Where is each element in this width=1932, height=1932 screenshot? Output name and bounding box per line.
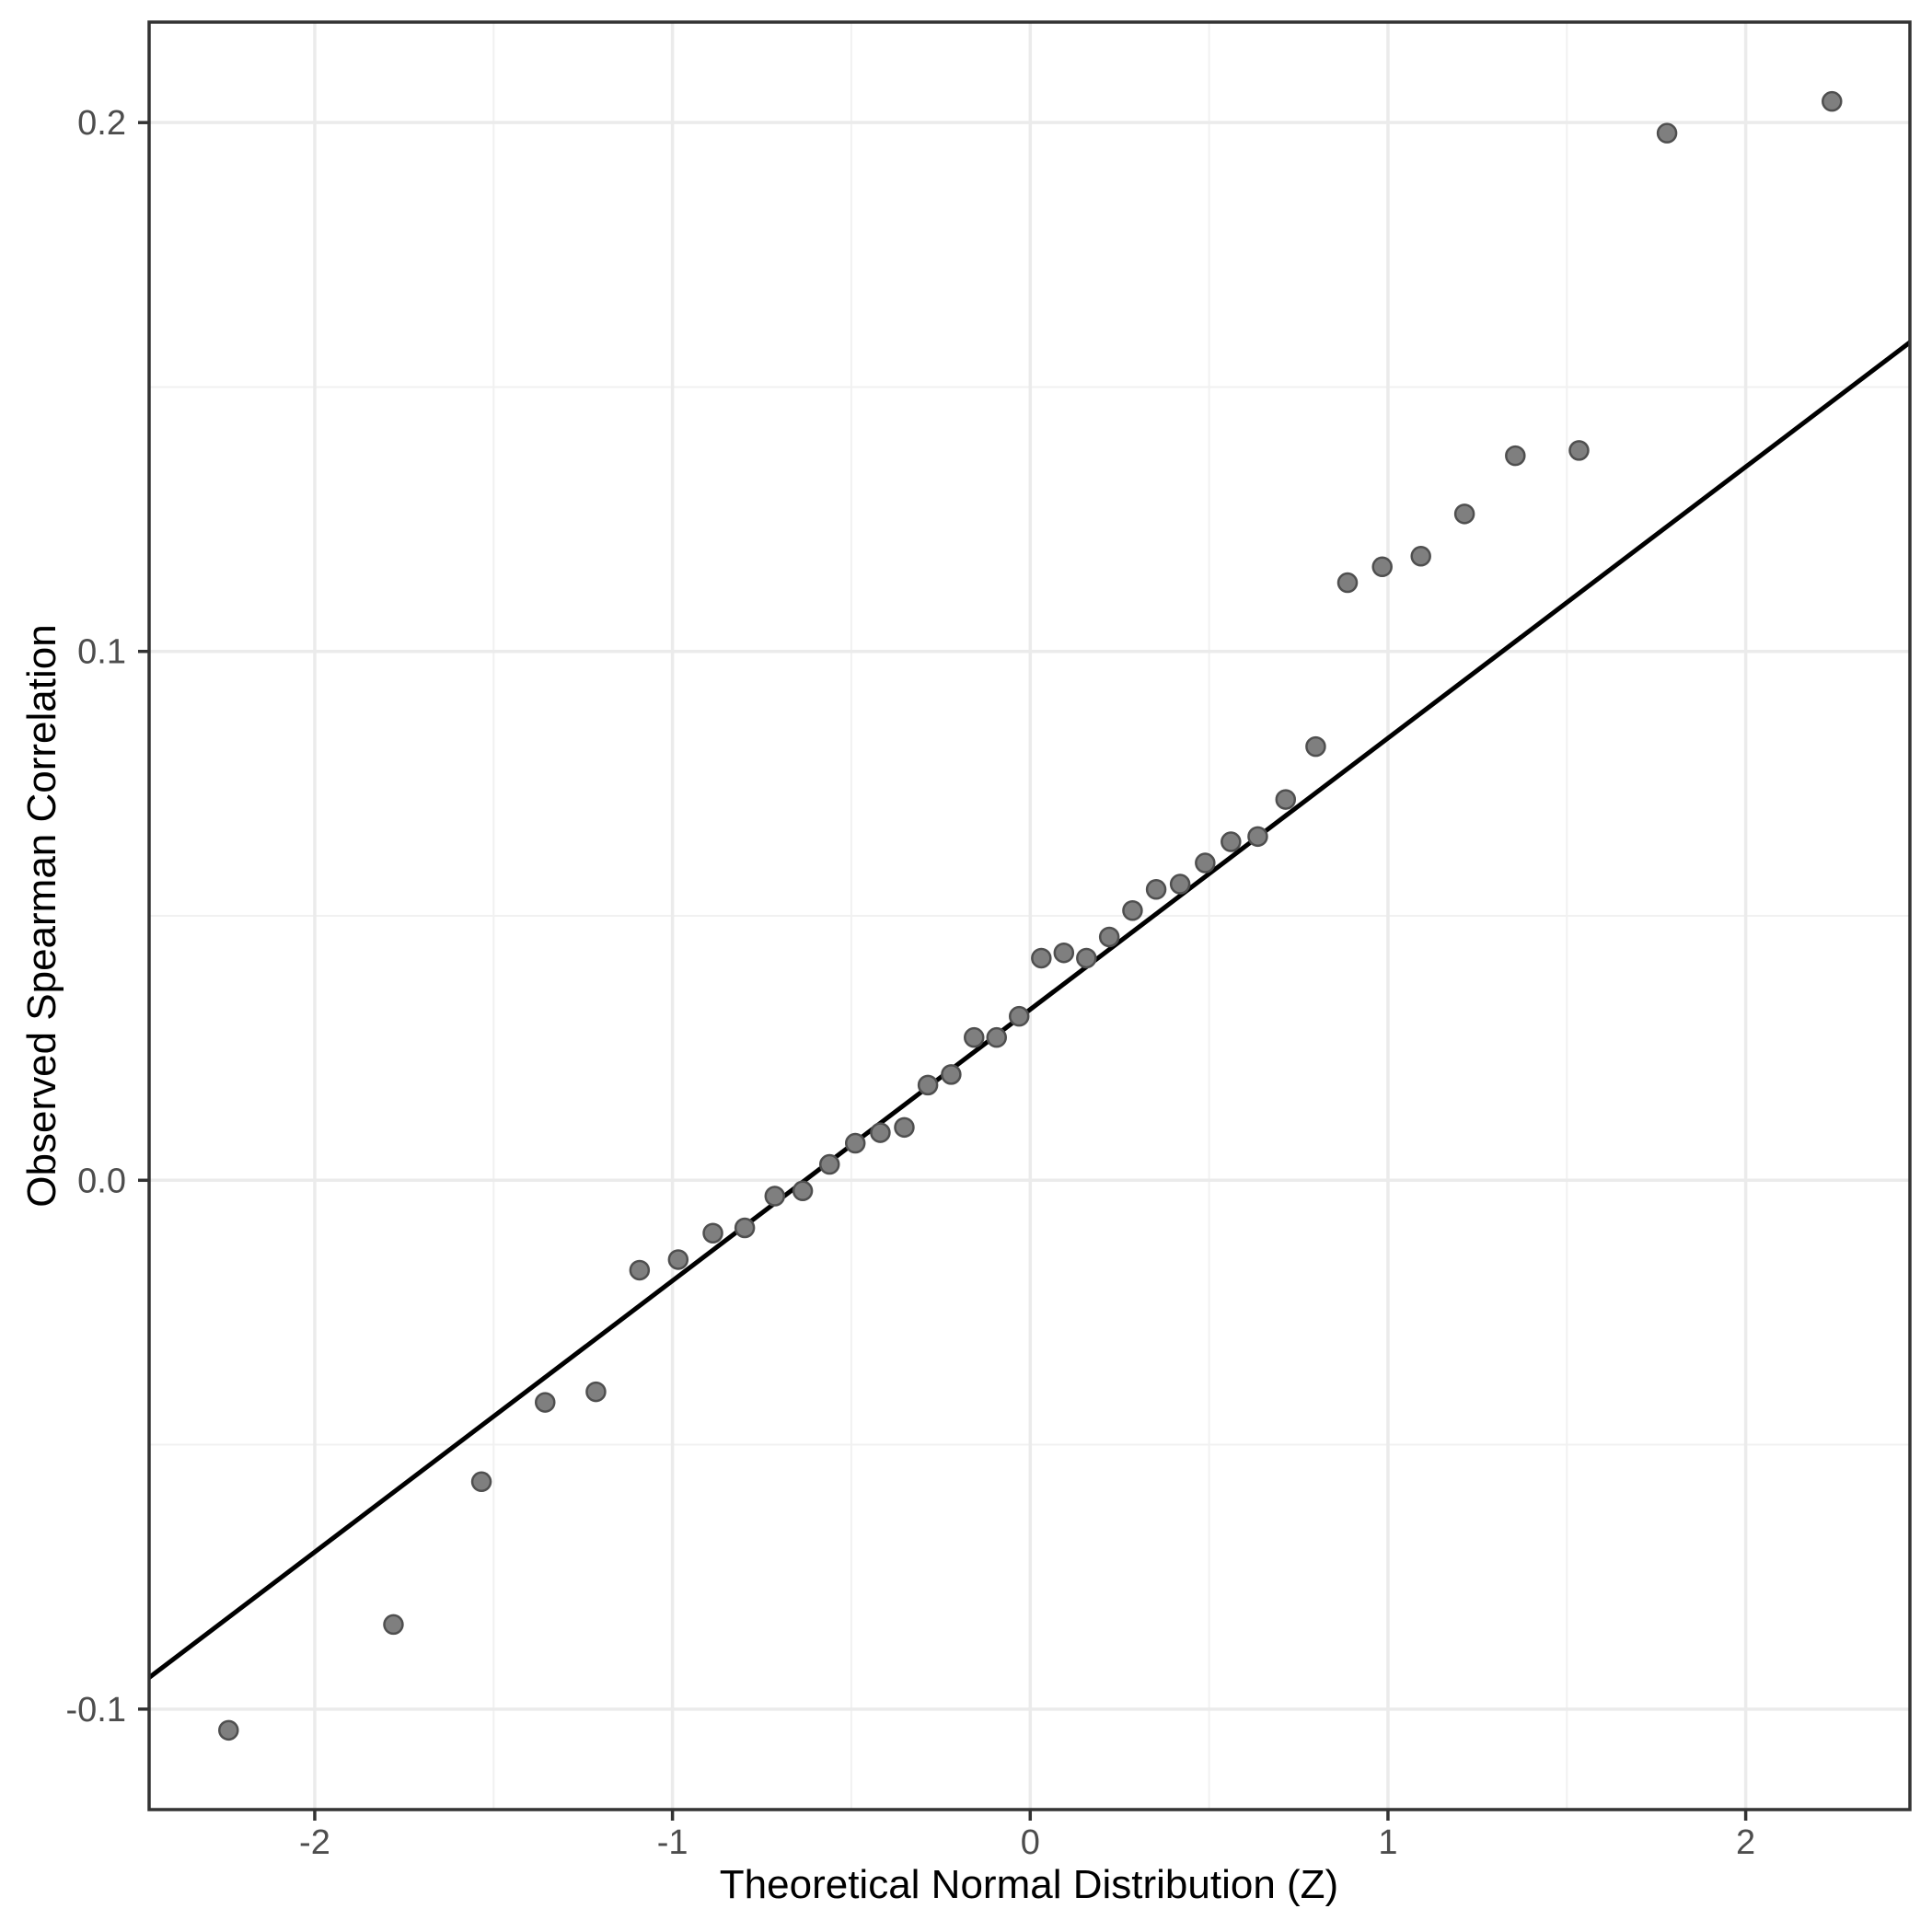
data-point — [470, 1471, 492, 1493]
data-point — [986, 1026, 1007, 1048]
data-point — [844, 1132, 866, 1154]
data-point — [1053, 942, 1075, 964]
data-point — [792, 1180, 814, 1202]
data-point — [870, 1122, 891, 1143]
data-point — [1822, 90, 1843, 112]
data-point — [734, 1217, 756, 1239]
data-point — [1505, 445, 1526, 467]
data-point — [1410, 546, 1431, 567]
data-point — [218, 1719, 239, 1741]
x-tick-label: -2 — [299, 1823, 330, 1862]
data-point — [1145, 879, 1167, 900]
data-point — [1122, 900, 1143, 921]
data-point — [964, 1026, 985, 1048]
data-point — [667, 1249, 689, 1270]
data-point — [535, 1392, 556, 1413]
data-point — [1031, 947, 1052, 969]
data-point — [1076, 947, 1097, 969]
y-tick-label: -0.1 — [66, 1691, 126, 1730]
x-tick-label: 2 — [1736, 1823, 1755, 1862]
data-point — [1275, 789, 1297, 810]
data-point — [917, 1074, 939, 1096]
data-point — [1195, 852, 1216, 873]
data-point — [1568, 440, 1590, 461]
data-point — [585, 1381, 607, 1403]
data-point — [1305, 735, 1326, 758]
data-point — [629, 1259, 651, 1281]
reference-line — [147, 340, 1912, 1680]
y-tick-label: 0.0 — [77, 1162, 126, 1200]
data-point — [1453, 503, 1475, 525]
data-point — [894, 1116, 915, 1139]
data-point — [1247, 826, 1268, 848]
data-point — [1656, 122, 1678, 144]
data-point — [702, 1222, 723, 1244]
data-point — [818, 1153, 840, 1175]
data-point — [1336, 572, 1359, 594]
data-point — [1169, 873, 1191, 895]
data-point — [941, 1064, 962, 1085]
y-axis-title: Observed Spearman Correlation — [19, 624, 64, 1208]
x-tick-label: 0 — [1021, 1823, 1040, 1862]
data-point — [764, 1186, 786, 1207]
x-tick-label: -1 — [657, 1823, 688, 1862]
data-point — [1371, 556, 1393, 578]
x-axis-title: Theoretical Normal Distribution (Z) — [719, 1862, 1339, 1907]
y-tick-label: 0.2 — [77, 104, 126, 143]
y-tick-label: 0.1 — [77, 633, 126, 672]
data-point — [1098, 926, 1120, 948]
data-point — [1221, 831, 1242, 852]
data-point — [383, 1614, 404, 1636]
x-tick-label: 1 — [1378, 1823, 1397, 1862]
data-point — [1008, 1005, 1030, 1027]
